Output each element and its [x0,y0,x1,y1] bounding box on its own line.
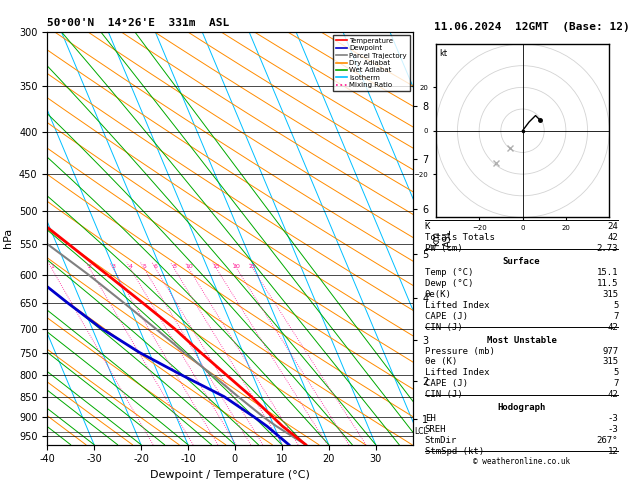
Text: 2.73: 2.73 [597,244,618,253]
Text: 267°: 267° [597,436,618,445]
Text: -3: -3 [608,425,618,434]
Text: Temp (°C): Temp (°C) [425,268,473,277]
Text: 12: 12 [608,447,618,456]
Text: Most Unstable: Most Unstable [487,336,557,345]
Y-axis label: km
ASL: km ASL [431,229,453,247]
Text: 50°00'N  14°26'E  331m  ASL: 50°00'N 14°26'E 331m ASL [47,18,230,28]
Text: 15.1: 15.1 [597,268,618,277]
X-axis label: Dewpoint / Temperature (°C): Dewpoint / Temperature (°C) [150,470,310,480]
Text: 42: 42 [608,233,618,243]
Text: StmSpd (kt): StmSpd (kt) [425,447,484,456]
Text: CAPE (J): CAPE (J) [425,380,468,388]
Text: 315: 315 [602,290,618,299]
Text: 2: 2 [88,263,92,269]
Legend: Temperature, Dewpoint, Parcel Trajectory, Dry Adiabat, Wet Adiabat, Isotherm, Mi: Temperature, Dewpoint, Parcel Trajectory… [333,35,409,91]
Text: SREH: SREH [425,425,447,434]
Text: 8: 8 [172,263,176,269]
Text: 25: 25 [249,263,257,269]
Text: 20: 20 [233,263,241,269]
Text: θe (K): θe (K) [425,358,457,366]
Y-axis label: hPa: hPa [3,228,13,248]
Text: Pressure (mb): Pressure (mb) [425,347,495,356]
Text: -3: -3 [608,414,618,423]
Text: 5: 5 [613,368,618,378]
Text: © weatheronline.co.uk: © weatheronline.co.uk [473,457,570,466]
Text: Hodograph: Hodograph [498,403,546,412]
Text: Lifted Index: Lifted Index [425,368,489,378]
Text: CAPE (J): CAPE (J) [425,312,468,321]
Text: StmDir: StmDir [425,436,457,445]
Text: 4: 4 [128,263,133,269]
Text: kt: kt [439,49,447,58]
Text: 7: 7 [613,312,618,321]
Text: K: K [425,223,430,231]
Text: 977: 977 [602,347,618,356]
Text: 42: 42 [608,390,618,399]
Text: 315: 315 [602,358,618,366]
Text: 7: 7 [613,380,618,388]
Text: PW (cm): PW (cm) [425,244,462,253]
Text: 11.06.2024  12GMT  (Base: 12): 11.06.2024 12GMT (Base: 12) [434,22,629,32]
Text: Dewp (°C): Dewp (°C) [425,279,473,288]
Text: CIN (J): CIN (J) [425,390,462,399]
Text: EH: EH [425,414,436,423]
Text: 1: 1 [50,263,53,269]
Text: 5: 5 [142,263,146,269]
Text: 6: 6 [153,263,158,269]
Text: 42: 42 [608,323,618,332]
Text: CIN (J): CIN (J) [425,323,462,332]
Text: Totals Totals: Totals Totals [425,233,495,243]
Text: Lifted Index: Lifted Index [425,301,489,310]
Text: 10: 10 [185,263,193,269]
Text: 15: 15 [213,263,220,269]
Text: LCL: LCL [415,427,428,436]
Text: 3: 3 [111,263,115,269]
Text: 24: 24 [608,223,618,231]
Text: Surface: Surface [503,257,540,266]
Text: θe(K): θe(K) [425,290,452,299]
Text: 5: 5 [613,301,618,310]
Text: 11.5: 11.5 [597,279,618,288]
